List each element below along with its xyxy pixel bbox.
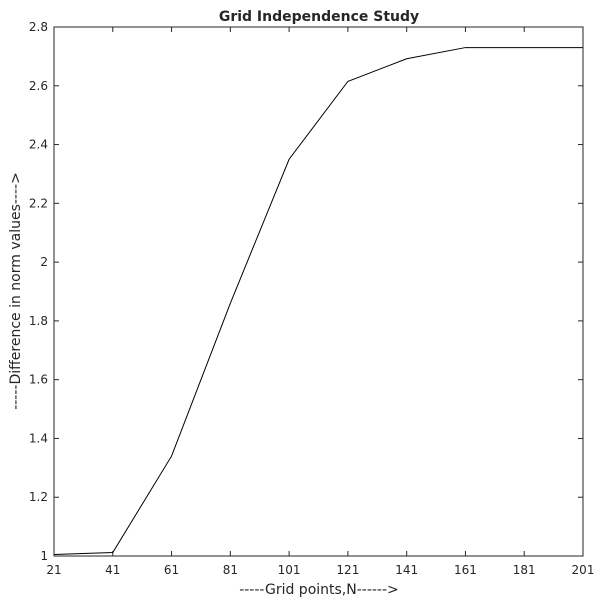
x-tick-label: 161 <box>454 563 477 577</box>
x-tick-label: 181 <box>513 563 536 577</box>
x-tick-label: 121 <box>336 563 359 577</box>
y-axis-label: -----Difference in norm values----> <box>8 172 24 410</box>
x-tick-label: 21 <box>46 563 61 577</box>
y-tick-label: 2.2 <box>29 196 48 210</box>
x-tick-label: 201 <box>572 563 595 577</box>
y-tick-label: 1 <box>40 549 48 563</box>
y-tick-label: 2.6 <box>29 79 48 93</box>
y-tick-label: 2.4 <box>29 138 48 152</box>
x-tick-label: 141 <box>395 563 418 577</box>
y-tick-label: 1.4 <box>29 431 48 445</box>
x-tick-label: 101 <box>278 563 301 577</box>
y-tick-label: 2 <box>40 255 48 269</box>
x-tick-label: 61 <box>164 563 179 577</box>
y-tick-label: 2.8 <box>29 20 48 34</box>
series-line <box>53 47 583 556</box>
x-axis-label: -----Grid points,N------> <box>239 582 399 598</box>
x-tick-label: 81 <box>223 563 238 577</box>
x-tick-label: 41 <box>105 563 120 577</box>
y-tick-label: 1.2 <box>29 490 48 504</box>
y-tick-label: 1.6 <box>29 373 48 387</box>
plot-frame <box>53 26 584 557</box>
axis-ticks: 21 41 61 81 101 121 141 161 181 201 1 1.2 1.4 1.6 1.8 2… <box>29 20 595 577</box>
series-layer <box>53 47 583 556</box>
chart-title: Grid Independence Study <box>219 9 419 25</box>
y-tick-label: 1.8 <box>29 314 48 328</box>
